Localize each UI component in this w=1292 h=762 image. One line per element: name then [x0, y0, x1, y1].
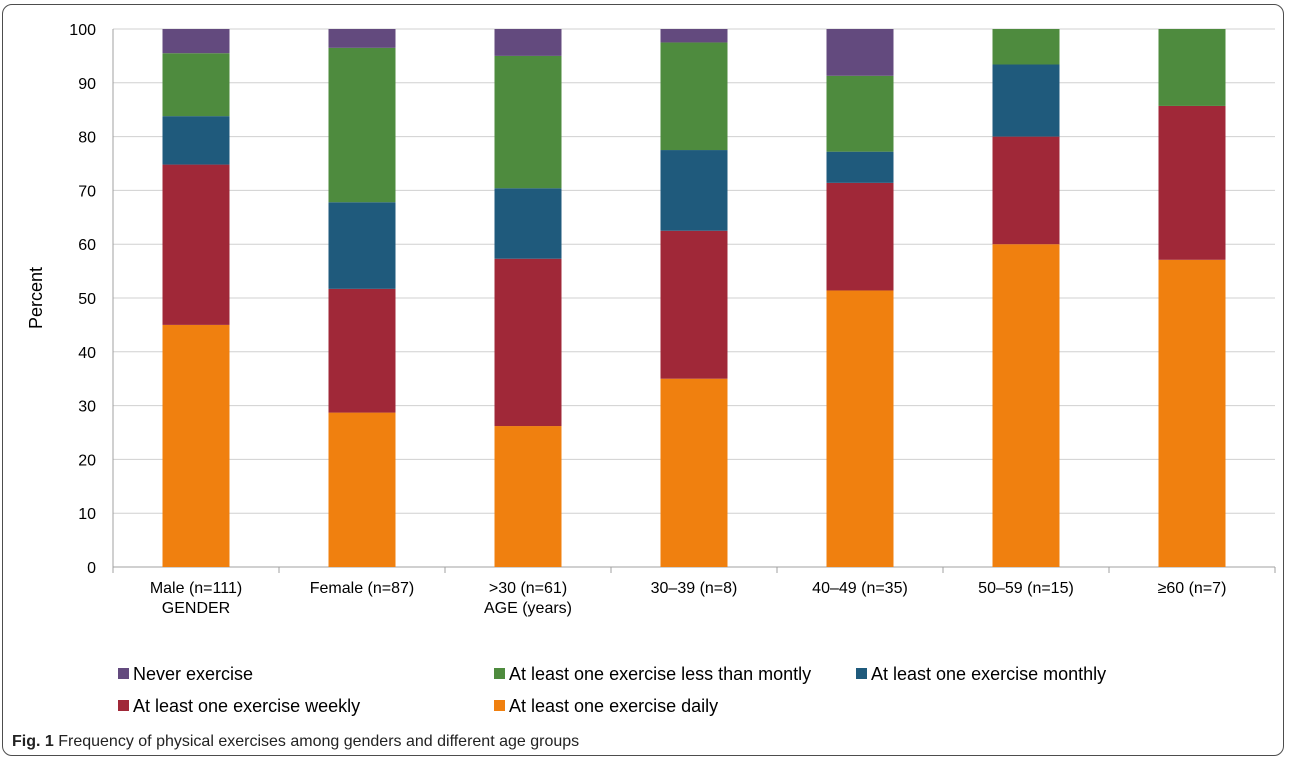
bar-segment [1158, 105, 1226, 260]
bar-segment [328, 47, 396, 203]
caption-text: Frequency of physical exercises among ge… [58, 733, 580, 750]
bar-segment [992, 29, 1060, 65]
y-tick-label: 10 [78, 506, 96, 523]
bar-segment [826, 182, 894, 291]
stacked-bar-chart: 0 10 20 30 40 50 60 70 80 90 100 Percent Male (n=111… [26, 22, 1276, 716]
bar-segment [494, 188, 562, 259]
y-axis-title: Percent [26, 267, 46, 329]
bar-segment [660, 29, 728, 43]
figure-frame [2, 4, 1284, 756]
y-tick-label: 20 [78, 452, 96, 469]
legend-swatch [118, 700, 129, 711]
bar-segment [494, 29, 562, 56]
x-tick-label: 30–39 (n=8) [651, 580, 738, 597]
y-tick-label: 30 [78, 399, 96, 416]
bar-segment [328, 412, 396, 567]
bar-segment [494, 55, 562, 189]
bar-segment [494, 258, 562, 427]
bar-segment [1158, 259, 1226, 567]
x-tick-label: 50–59 (n=15) [978, 580, 1074, 597]
legend-swatch [494, 700, 505, 711]
x-tick-label: Female (n=87) [310, 580, 415, 597]
bar-segment [162, 324, 230, 567]
legend-label: At least one exercise monthly [871, 664, 1106, 684]
x-tick-label: ≥60 (n=7) [1158, 580, 1227, 597]
y-tick-label: 50 [78, 291, 96, 308]
x-tick-label: >30 (n=61) [489, 580, 567, 597]
bar-segment [660, 378, 728, 567]
legend-swatch [494, 668, 505, 679]
bar-segment [494, 426, 562, 567]
y-tick-label: 60 [78, 237, 96, 254]
bar-segment [328, 288, 396, 413]
x-tick-label: AGE (years) [484, 600, 572, 617]
x-tick-label: GENDER [162, 600, 230, 617]
legend-label: At least one exercise weekly [133, 696, 360, 716]
legend-label: At least one exercise less than montly [509, 664, 811, 684]
y-tick-label: 80 [78, 130, 96, 147]
bar-segment [992, 64, 1060, 137]
bar-segment [1158, 29, 1226, 106]
legend-swatch [856, 668, 867, 679]
caption-label: Fig. 1 [12, 733, 54, 750]
bar-segment [162, 29, 230, 54]
figure-caption: Fig. 1 Frequency of physical exercises a… [12, 733, 579, 751]
bar-segment [660, 230, 728, 379]
bar-segment [162, 116, 230, 165]
bar-segment [660, 150, 728, 231]
y-tick-label: 40 [78, 345, 96, 362]
bar-segment [162, 53, 230, 117]
bar-segment [992, 244, 1060, 567]
bar-segment [660, 42, 728, 151]
bar-segment [328, 202, 396, 289]
bar-segment [162, 164, 230, 325]
x-tick-label: Male (n=111) [150, 580, 242, 597]
legend-swatch [118, 668, 129, 679]
bar-segment [826, 151, 894, 183]
bar-segment [826, 75, 894, 152]
legend-label: Never exercise [133, 664, 253, 684]
y-tick-label: 90 [78, 76, 96, 93]
y-tick-label: 0 [87, 560, 96, 577]
bar-segment [992, 136, 1060, 245]
bar-segment [826, 290, 894, 567]
y-tick-label: 70 [78, 183, 96, 200]
legend-label: At least one exercise daily [509, 696, 718, 716]
x-tick-label: 40–49 (n=35) [812, 580, 908, 597]
y-tick-label: 100 [69, 22, 96, 39]
bar-segment [826, 29, 894, 76]
bar-segment [328, 29, 396, 48]
